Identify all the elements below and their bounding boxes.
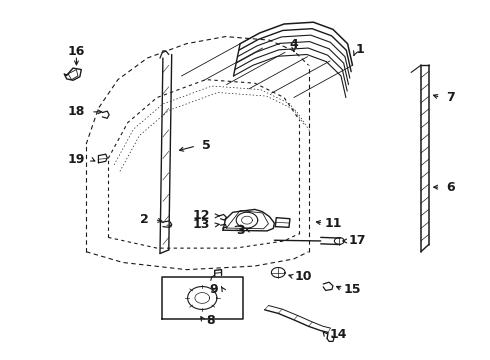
Text: 11: 11 <box>324 216 342 230</box>
Text: 9: 9 <box>209 283 218 296</box>
Text: 14: 14 <box>329 328 346 341</box>
Text: 17: 17 <box>348 234 366 247</box>
Text: 5: 5 <box>201 139 210 152</box>
Text: 4: 4 <box>290 38 298 51</box>
Text: 1: 1 <box>355 42 364 55</box>
Text: 12: 12 <box>192 210 210 222</box>
Text: 13: 13 <box>193 218 210 231</box>
Text: 15: 15 <box>344 283 361 296</box>
Text: 16: 16 <box>68 45 85 58</box>
Text: 2: 2 <box>141 213 149 226</box>
Text: 7: 7 <box>446 91 455 104</box>
Text: 18: 18 <box>68 105 85 118</box>
Text: 6: 6 <box>446 181 455 194</box>
Text: 3: 3 <box>236 224 245 237</box>
Text: 8: 8 <box>206 314 215 327</box>
Text: 19: 19 <box>68 153 85 166</box>
Text: 10: 10 <box>295 270 313 283</box>
